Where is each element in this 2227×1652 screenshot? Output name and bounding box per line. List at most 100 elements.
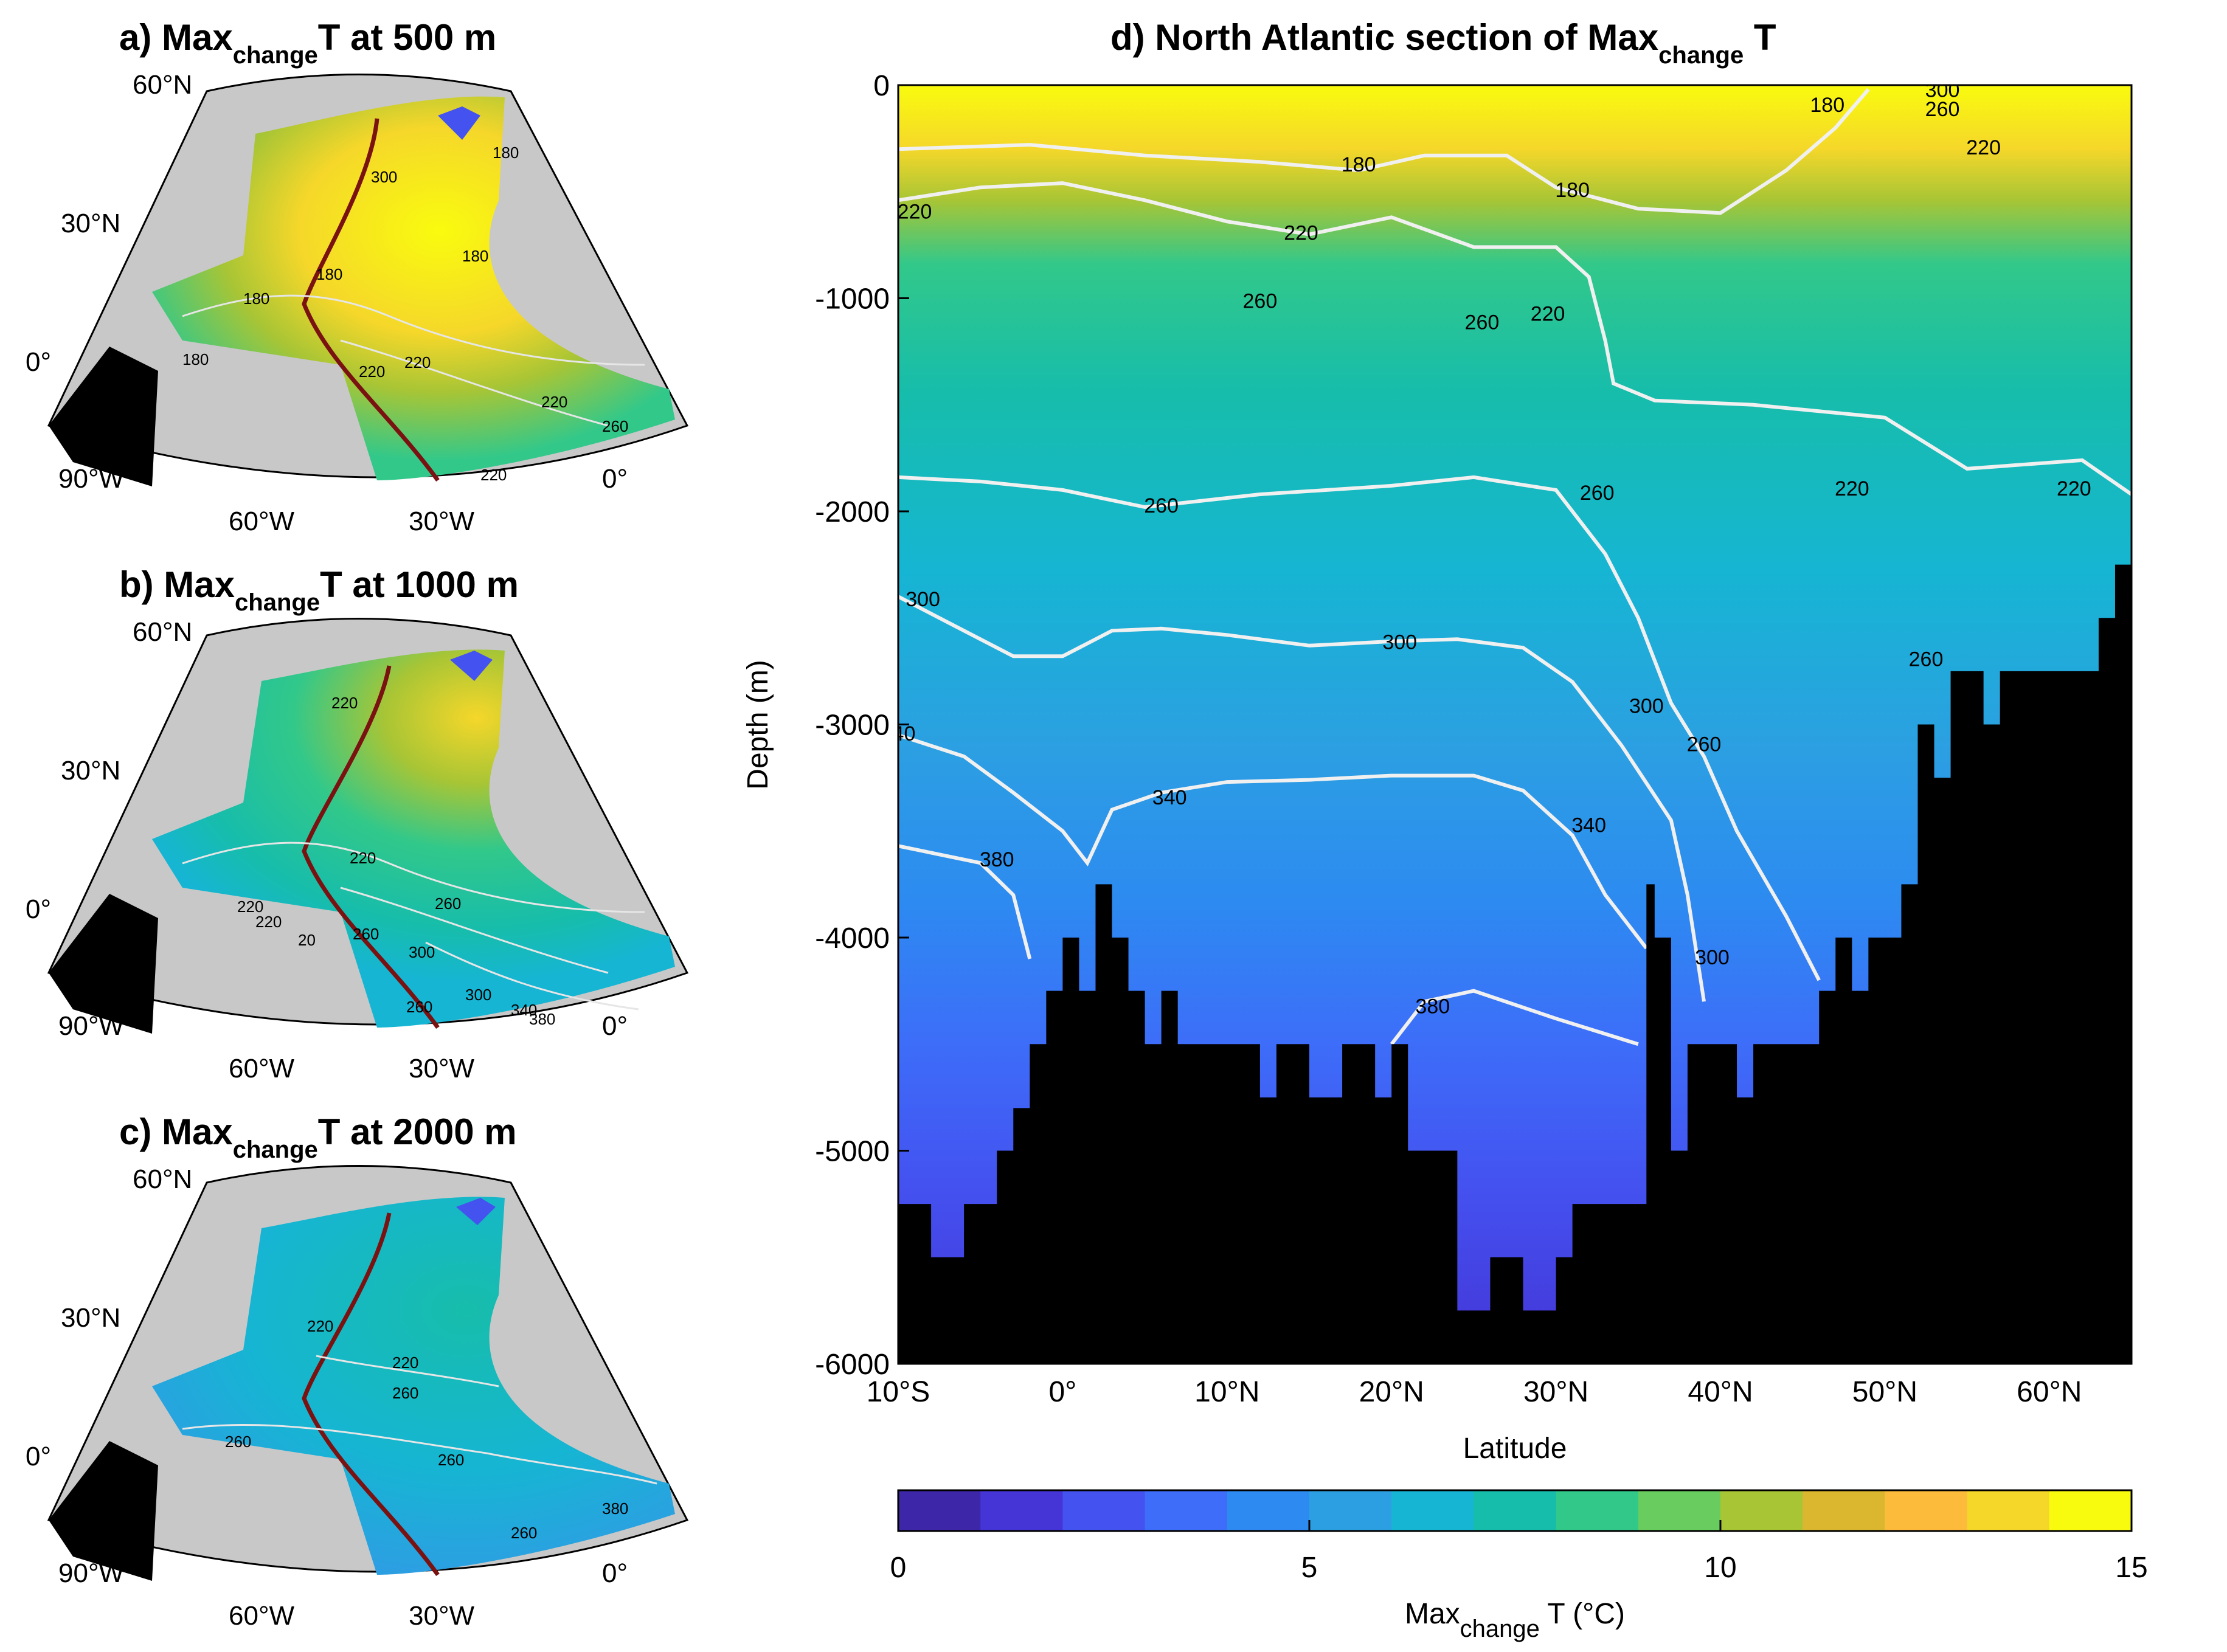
contour-label: 260 (1909, 648, 1944, 671)
map-c-contour-label: 220 (307, 1317, 333, 1335)
map-c-contour-label: 220 (392, 1353, 418, 1372)
section-line-c (302, 1212, 440, 1577)
map-a-contour-label: 180 (493, 143, 519, 162)
land-south-america-c (49, 1441, 158, 1581)
y-tick-label: -6000 (815, 1349, 890, 1381)
x-tick-label: 50°N (1852, 1376, 1917, 1408)
section-line-a (302, 118, 440, 482)
map-a-contour-label: 180 (462, 247, 488, 265)
contour-label: 220 (1966, 136, 2001, 159)
map-a-lon-label: 30°W (409, 506, 475, 536)
map-c-lon-label: 0° (602, 1558, 628, 1588)
x-tick-label: 10°S (867, 1376, 930, 1408)
contour-label: 260 (1144, 494, 1179, 517)
contour-label: 380 (1415, 995, 1450, 1018)
contours-c (182, 1355, 657, 1485)
panel-b-title: b) MaxchangeT at 1000 m (119, 564, 519, 616)
contour-line-380 (898, 844, 1032, 959)
colorbar-tick-label: 5 (1301, 1552, 1318, 1584)
map-c-contour-label: 380 (602, 1499, 628, 1518)
contour-label: 180 (1810, 94, 1844, 117)
section-contour-labels: 180 180 180 220 220 220 220 220 220 260 260 260 260 2… (881, 78, 2091, 1018)
contour-label: 340 (881, 722, 916, 745)
map-a-contour-label: 180 (316, 265, 342, 283)
x-tick-label: 40°N (1688, 1376, 1753, 1408)
land-south-america-b (49, 894, 158, 1034)
contour-label: 260 (1465, 311, 1500, 334)
contour-line-220 (898, 181, 2132, 496)
map-b-lon-label: 60°W (229, 1054, 295, 1083)
contour-label: 300 (1925, 78, 1960, 102)
panel-d-title: d) North Atlantic section of Maxchange T (1110, 17, 1776, 69)
y-tick-label: -5000 (815, 1136, 890, 1168)
contours-b (182, 842, 645, 1011)
map-b-contour-label: 300 (409, 943, 435, 961)
contour-label: 340 (1571, 814, 1606, 837)
map-c-lon-label: 30°W (409, 1601, 475, 1631)
map-b-contour-label: 220 (350, 849, 376, 867)
map-a-contour-label: 220 (404, 353, 431, 372)
map-a-lat-label: 60°N (133, 70, 192, 100)
section-y-axis: 0 -1000 -2000 -3000 -4000 -5000 -6000 (815, 70, 909, 1381)
map-b-contour-label: 220 (331, 694, 358, 712)
map-a-lat-label: 30°N (61, 209, 120, 238)
map-b-frame: 220 220 260 220 260 300 260 300 340 380 … (47, 618, 689, 1034)
panel-d: d) North Atlantic section of Maxchange T… (742, 17, 2148, 1642)
map-a-lon-label: 0° (602, 464, 628, 494)
seafloor-bathymetry (898, 458, 2132, 1364)
colorbar-label: Maxchange T (°C) (1405, 1598, 1625, 1642)
map-c-lat-label: 0° (26, 1442, 51, 1471)
colorbar-frame (897, 1489, 2133, 1532)
contour-label: 300 (906, 588, 940, 611)
contour-label: 260 (1243, 289, 1278, 313)
map-c-lon-label: 90°W (58, 1558, 125, 1588)
map-b-lon-label: 30°W (409, 1054, 475, 1083)
arctic-low-a (438, 106, 480, 140)
map-c-lat-label: 30°N (61, 1303, 120, 1333)
contour-label: 220 (1284, 221, 1318, 244)
arctic-low-b (450, 651, 493, 681)
map-b-contour-label: 260 (406, 998, 432, 1016)
colorbar-swatch (980, 1490, 1063, 1531)
panel-a: a) MaxchangeT at 500 m 180 180 180 180 2… (26, 17, 689, 536)
contour-label: 300 (1695, 946, 1730, 969)
colorbar-ticks: 0 5 10 15 (890, 1520, 2148, 1584)
colorbar-swatch (1062, 1490, 1146, 1531)
colorbar-tick-label: 15 (2115, 1552, 2147, 1584)
ocean-field-a (152, 96, 675, 480)
y-tick-label: 0 (873, 70, 890, 102)
map-a-contour-label: 220 (541, 393, 567, 411)
map-b-contour-label: 300 (465, 986, 491, 1004)
y-tick-label: -3000 (815, 710, 890, 742)
contour-label: 220 (2057, 477, 2091, 500)
colorbar-tick-label: 10 (1704, 1552, 1736, 1584)
colorbar-swatch (1638, 1490, 1721, 1531)
map-a-contour-label: 180 (243, 289, 269, 308)
colorbar-swatch (1803, 1490, 1885, 1531)
contour-line-260 (898, 475, 1821, 981)
map-c-lon-label: 60°W (229, 1601, 295, 1631)
colorbar-swatch (1145, 1490, 1228, 1531)
contour-label: 340 (1152, 786, 1187, 809)
colorbar-tick-label: 0 (890, 1552, 907, 1584)
ocean-field-c (152, 1197, 675, 1575)
ocean-field-b (152, 649, 675, 1028)
land-south-america-a (49, 347, 158, 486)
x-tick-label: 20°N (1359, 1376, 1424, 1408)
map-a-lat-label: 0° (26, 347, 51, 377)
map-a-lon-label: 60°W (229, 506, 295, 536)
colorbar-swatch (1967, 1490, 2050, 1531)
contour-label: 260 (1925, 98, 1960, 121)
map-b-contour-label: 220 (237, 897, 263, 916)
contour-line-340 (898, 733, 1648, 950)
map-c-contour-label: 260 (438, 1451, 464, 1469)
contour-label: 220 (898, 200, 932, 223)
map-a-lon-label: 90°W (58, 464, 125, 494)
map-b-contour-label: 260 (435, 894, 461, 913)
map-b-contour-label: 380 (529, 1010, 555, 1028)
contour-label: 300 (1629, 694, 1664, 717)
contour-label: 260 (1580, 482, 1615, 505)
section-plot-area: 180 180 180 220 220 220 220 220 220 260 260 260 260 2… (881, 78, 2132, 1364)
section-line-b (302, 665, 440, 1029)
map-a-contour-label: 220 (480, 466, 507, 484)
